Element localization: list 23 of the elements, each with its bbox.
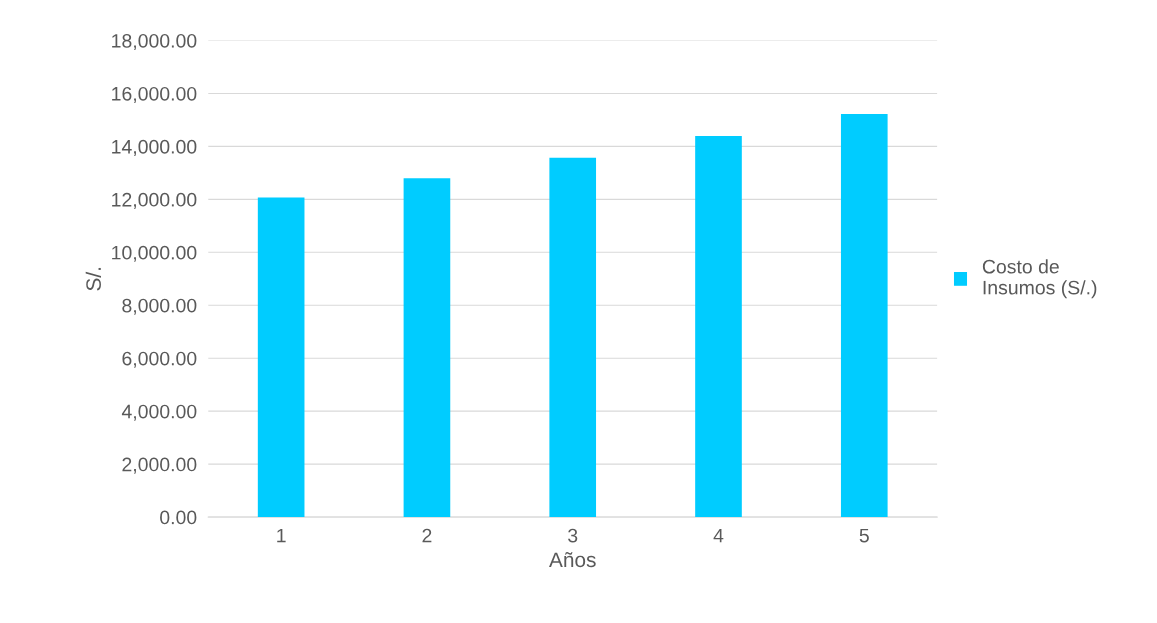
bar [549, 157, 597, 518]
y-tick-label: 14,000.00 [112, 139, 197, 156]
x-axis-title: Años [549, 552, 596, 568]
bar [403, 178, 451, 518]
x-tick-label: 1 [277, 528, 286, 543]
y-tick-label: 6,000.00 [122, 351, 197, 368]
y-tick-label: 18,000.00 [112, 33, 197, 51]
bar [840, 114, 888, 518]
x-tick-label: 2 [422, 528, 432, 543]
y-tick-label: 16,000.00 [112, 86, 197, 103]
y-tick-label: 0.00 [160, 510, 197, 525]
x-tick-label: 4 [713, 528, 724, 543]
y-tick-label: 12,000.00 [112, 192, 197, 209]
legend-label: Costo de Insumos (S/.) [982, 259, 1097, 299]
y-tick-label: 4,000.00 [121, 404, 197, 421]
y-tick-label: 2,000.00 [122, 457, 197, 474]
bar [257, 197, 305, 518]
y-tick-label: 8,000.00 [122, 298, 197, 315]
x-tick-label: 5 [859, 528, 869, 543]
y-tick-label: 10,000.00 [112, 245, 197, 262]
bar [695, 136, 742, 518]
x-tick-label: 3 [568, 528, 578, 543]
y-axis-title: S/. [85, 267, 101, 291]
